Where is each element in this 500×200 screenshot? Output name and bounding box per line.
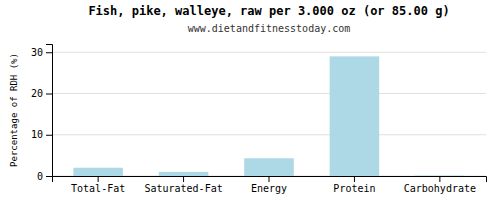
tick-label: 0 [37, 171, 43, 182]
tick-label: Saturated-Fat [144, 183, 222, 194]
tick-label: 10 [31, 129, 43, 140]
tick: 0 [37, 171, 52, 182]
tick: Carbohydrate [404, 176, 476, 194]
tick: Total-Fat [71, 176, 125, 194]
tick: Saturated-Fat [144, 176, 222, 194]
tick-label: Protein [333, 183, 375, 194]
y-axis-title: Percentage of RDH (%) [9, 53, 19, 167]
grid-line [52, 52, 486, 53]
tick-label: Carbohydrate [404, 183, 476, 194]
plot: 0 10 20 30 Total-Fat Saturated-Fat Energy Prote… [31, 45, 487, 195]
tick: 20 [31, 88, 52, 99]
tick-mark [98, 176, 99, 182]
tick-label: 30 [31, 47, 43, 58]
grid [52, 52, 486, 176]
tick-mark [354, 176, 355, 182]
title: Fish, pike, walleye, raw per 3.000 oz (o… [88, 4, 449, 18]
tick: Protein [333, 176, 375, 194]
grid-line [52, 134, 486, 135]
tick-mark [439, 176, 440, 182]
tick-mark [183, 176, 184, 182]
tick: 30 [31, 47, 52, 58]
tick-mark [46, 94, 52, 95]
tick-mark [46, 176, 52, 177]
chart: 0 10 20 30 Total-Fat Saturated-Fat Energy Prote… [0, 0, 500, 200]
y-axis: 0 10 20 30 [31, 45, 53, 182]
bar [244, 158, 294, 176]
tick: Energy [251, 176, 287, 194]
axis-line [46, 45, 53, 177]
bar [415, 175, 465, 176]
subtitle: www.dietandfitnesstoday.com [188, 23, 351, 34]
tick-label: Total-Fat [71, 183, 125, 194]
grid-line [52, 93, 486, 94]
tick-mark [46, 52, 52, 53]
axis-line [53, 177, 487, 183]
tick: 10 [31, 129, 52, 140]
tick-mark [269, 176, 270, 182]
bar [330, 56, 380, 176]
tick-label: Energy [251, 183, 287, 194]
bars [73, 56, 464, 176]
x-axis: Total-Fat Saturated-Fat Energy Protein Carbo… [53, 176, 487, 194]
bar [159, 172, 209, 176]
bar [73, 168, 123, 176]
tick-mark [46, 135, 52, 136]
tick-label: 20 [31, 88, 43, 99]
